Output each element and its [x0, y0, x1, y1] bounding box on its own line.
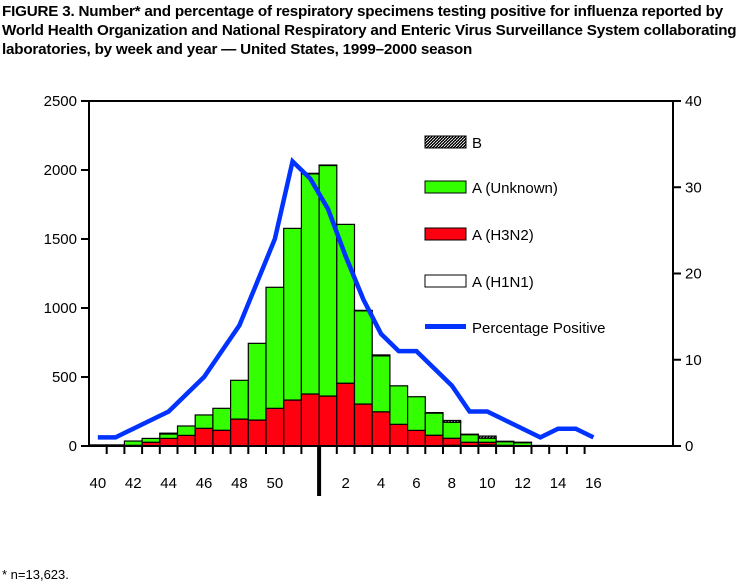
bar-b-week-8 — [442, 419, 462, 423]
left-tick-label: 1000 — [44, 300, 77, 317]
bar-b-week-10 — [477, 435, 497, 439]
bar-a-unknown--week-49 — [247, 342, 267, 421]
bar-a-unknown--week-42 — [123, 440, 143, 446]
bar-a-unknown--week-50 — [265, 286, 285, 409]
bar-a-h3n2--week-1 — [318, 395, 338, 447]
x-tick-label: 8 — [448, 475, 456, 492]
x-tick-label: 40 — [90, 475, 107, 492]
bar-a-h3n2--week-50 — [265, 407, 285, 447]
bar-a-unknown--week-10 — [477, 437, 497, 443]
bar-a-unknown--week-2 — [336, 223, 356, 384]
left-tick-label: 2000 — [44, 162, 77, 179]
right-tick-label: 20 — [685, 266, 702, 283]
legend-label: A (H3N2) — [472, 227, 534, 244]
legend-swatch — [424, 180, 467, 194]
x-tick-label: 44 — [160, 475, 177, 492]
bar-a-unknown--week-51 — [283, 227, 303, 401]
bar-a-unknown--week-8 — [442, 421, 462, 439]
footnote: * n=13,623. — [2, 567, 69, 582]
bar-a-h3n2--week-46 — [194, 427, 214, 447]
legend-label: A (Unknown) — [472, 180, 558, 197]
x-tick-label: 42 — [125, 475, 142, 492]
bar-a-h3n2--week-47 — [212, 429, 232, 447]
legend-label: Percentage Positive — [472, 320, 605, 337]
figure-title: FIGURE 3. Number* and percentage of resp… — [2, 3, 737, 58]
bar-b-week-3 — [353, 309, 373, 312]
bar-a-unknown--week-7 — [424, 412, 444, 436]
bar-a-h3n2--week-45 — [176, 434, 196, 447]
right-tick-label: 0 — [685, 438, 693, 455]
bar-b-week-11 — [495, 440, 515, 443]
bar-b-week-44 — [159, 432, 179, 435]
bar-a-unknown--week-52 — [300, 173, 320, 395]
bar-a-h3n2--week-5 — [389, 423, 409, 447]
bar-a-unknown--week-44 — [159, 433, 179, 440]
bar-a-h3n2--week-48 — [230, 418, 249, 447]
x-tick-label: 12 — [514, 475, 531, 492]
x-tick-label: 6 — [412, 475, 420, 492]
right-tick-label: 10 — [685, 352, 702, 369]
bar-a-unknown--week-5 — [389, 385, 409, 425]
bar-a-h3n2--week-8 — [442, 437, 462, 446]
left-tick-label: 2500 — [44, 93, 77, 110]
right-tick-label: 30 — [685, 179, 702, 196]
bar-a-unknown--week-3 — [353, 310, 373, 405]
left-tick-label: 1500 — [44, 231, 77, 248]
bar-b-week-12 — [513, 441, 533, 444]
x-tick-label: 16 — [585, 475, 602, 492]
bar-a-unknown--week-46 — [194, 414, 214, 429]
bar-a-h3n2--week-4 — [371, 411, 391, 447]
x-tick-label: 4 — [377, 475, 385, 492]
right-tick-label: 40 — [685, 93, 702, 110]
x-tick-label: 14 — [550, 475, 567, 492]
bar-a-h3n2--week-7 — [424, 434, 444, 447]
legend-label: B — [472, 135, 482, 152]
bar-a-h3n2--week-49 — [247, 419, 267, 447]
x-tick-label: 2 — [341, 475, 349, 492]
bar-a-unknown--week-47 — [212, 407, 232, 431]
bar-b-week-7 — [424, 412, 444, 414]
percentage-positive-line — [97, 156, 595, 440]
bar-a-unknown--week-43 — [141, 437, 161, 443]
bar-b-week-1 — [318, 164, 338, 167]
x-tick-label: 10 — [479, 475, 496, 492]
legend-swatch — [424, 227, 467, 241]
bar-a-h3n2--week-51 — [283, 399, 303, 447]
x-tick-label: 48 — [231, 475, 248, 492]
bar-a-h3n2--week-2 — [336, 382, 356, 447]
bar-b-week-4 — [371, 354, 391, 357]
bar-a-h3n2--week-6 — [407, 429, 426, 447]
x-tick-label: 46 — [196, 475, 213, 492]
bar-a-unknown--week-45 — [176, 425, 196, 436]
bar-a-unknown--week-9 — [460, 433, 480, 443]
bar-a-h3n2--week-52 — [300, 393, 320, 447]
legend-swatch-line — [425, 324, 466, 329]
legend-label: A (H1N1) — [472, 274, 534, 291]
bar-a-h3n2--week-44 — [159, 437, 179, 447]
bar-a-unknown--week-6 — [407, 396, 426, 432]
x-tick-label: 50 — [267, 475, 284, 492]
bar-a-unknown--week-48 — [230, 379, 249, 420]
bar-a-unknown--week-4 — [371, 355, 391, 413]
left-tick-label: 500 — [52, 369, 77, 386]
legend-swatch — [424, 274, 467, 288]
left-tick-label: 0 — [69, 438, 77, 455]
bar-a-h3n2--week-3 — [353, 403, 373, 447]
bar-b-week-9 — [460, 433, 480, 436]
legend-swatch — [424, 135, 467, 149]
